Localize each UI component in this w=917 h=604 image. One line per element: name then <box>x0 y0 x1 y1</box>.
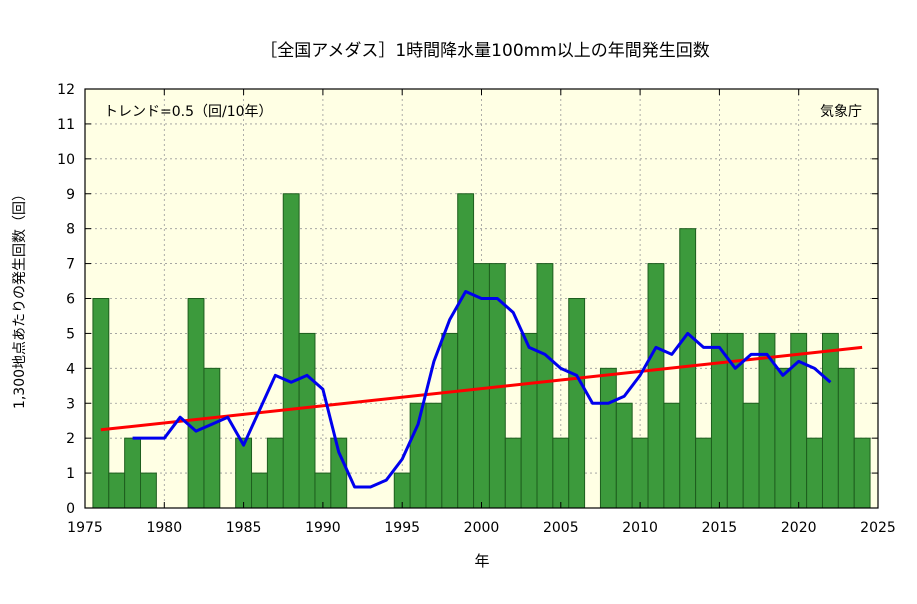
ticks <box>84 88 879 509</box>
bar <box>552 437 570 509</box>
bar <box>266 437 284 509</box>
y-tick-label: 9 <box>66 187 75 203</box>
x-tick-label: 1995 <box>384 520 420 536</box>
bar <box>774 367 792 509</box>
bar <box>710 332 728 509</box>
y-tick-label: 11 <box>57 117 75 133</box>
bar <box>631 437 649 509</box>
bar <box>203 367 221 509</box>
x-tick-label: 2005 <box>543 520 579 536</box>
bar <box>92 298 110 509</box>
bar <box>742 402 760 509</box>
y-tick-label: 7 <box>66 257 75 273</box>
bar <box>425 402 443 509</box>
y-tick-label: 1 <box>66 466 75 482</box>
x-tick-labels: 1975 1980 1985 1990 1995 2000 2005 2010 2015 2020… <box>67 520 896 536</box>
x-tick-label: 2010 <box>622 520 658 536</box>
bar <box>568 298 586 509</box>
y-axis-label: 1,300地点あたりの発生回数（回） <box>12 187 28 409</box>
bar <box>124 437 142 509</box>
x-tick-label: 2025 <box>860 520 896 536</box>
x-tick-label: 1990 <box>305 520 341 536</box>
x-tick-label: 2000 <box>464 520 500 536</box>
y-tick-label: 6 <box>66 292 75 308</box>
bar <box>615 402 633 509</box>
bar <box>441 332 459 509</box>
trend-label: トレンド=0.5（回/10年） <box>104 104 273 120</box>
y-tick-label: 4 <box>66 361 75 377</box>
bars <box>92 193 871 509</box>
source-label: 気象庁 <box>820 104 862 120</box>
bar <box>837 367 855 509</box>
y-tick-label: 10 <box>57 152 75 168</box>
bar <box>298 332 316 509</box>
bar <box>282 193 300 509</box>
bar <box>140 472 157 509</box>
bar <box>853 437 871 509</box>
bar <box>235 437 253 509</box>
bar <box>790 332 808 509</box>
bar <box>473 263 490 509</box>
x-tick-label: 2020 <box>781 520 817 536</box>
bar <box>695 437 712 509</box>
y-tick-label: 2 <box>66 431 75 447</box>
bar <box>108 472 126 509</box>
x-tick-label: 1985 <box>226 520 262 536</box>
chart-title: ［全国アメダス］1時間降水量100mm以上の年間発生回数 <box>260 41 710 61</box>
x-axis-label: 年 <box>474 552 489 570</box>
y-tick-label: 3 <box>66 396 75 412</box>
y-tick-label: 8 <box>66 222 75 238</box>
bar <box>599 367 617 509</box>
y-tick-label: 12 <box>57 82 75 98</box>
bar <box>187 298 205 509</box>
bar <box>251 472 268 509</box>
x-tick-label: 1980 <box>146 520 182 536</box>
lines <box>100 290 863 489</box>
bar <box>806 437 823 509</box>
bar <box>520 332 538 509</box>
bar <box>647 263 665 509</box>
bar <box>821 332 839 509</box>
moving-average-line <box>132 290 832 489</box>
bar <box>504 437 522 509</box>
x-tick-label: 2015 <box>702 520 738 536</box>
x-tick-label: 1975 <box>67 520 103 536</box>
y-tick-label: 5 <box>66 326 75 342</box>
bar <box>457 193 475 509</box>
bar <box>536 263 554 509</box>
bar <box>663 402 681 509</box>
y-tick-label: 0 <box>66 501 75 517</box>
